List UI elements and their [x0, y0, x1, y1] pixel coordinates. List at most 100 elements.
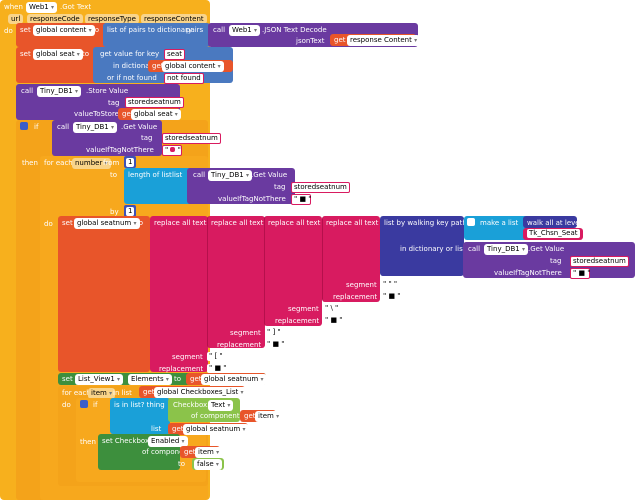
- set-label: set: [62, 375, 73, 383]
- tinydb-dropdown[interactable]: Tiny_DB1 ▾: [37, 86, 81, 97]
- pairs-to-dict[interactable]: [103, 23, 210, 47]
- elements-dropdown[interactable]: Elements ▾: [128, 374, 172, 385]
- replace-all-2[interactable]: [207, 216, 265, 348]
- web1-dropdown[interactable]: Web1 ▾: [229, 25, 260, 36]
- replace-label: replace all text: [268, 219, 321, 227]
- var-global-content[interactable]: global content ▾: [33, 25, 95, 36]
- not-found-label: or if not found: [107, 74, 157, 82]
- tinydb-dropdown[interactable]: Tiny_DB1 ▾: [208, 170, 252, 181]
- to-label: to: [110, 171, 118, 179]
- tag-string[interactable]: storedseatnum: [162, 133, 221, 144]
- global-seatnum-dropdown[interactable]: global seatnum ▾: [201, 374, 267, 385]
- length-of-list[interactable]: [124, 168, 194, 204]
- tag-string[interactable]: storedseatnum: [291, 182, 350, 193]
- get-label: get: [334, 36, 346, 44]
- get-value-method: .Get Value: [528, 245, 565, 253]
- vnt-label: valueIfTagNotThere: [494, 269, 562, 277]
- number-var[interactable]: number ▾: [72, 158, 111, 169]
- get-label: get: [172, 425, 184, 433]
- call-label: call: [21, 87, 34, 95]
- call-label: call: [468, 245, 481, 253]
- global-seatnum-dropdown[interactable]: global seatnum ▾: [74, 218, 140, 229]
- to-label: to: [178, 460, 186, 468]
- param-response-type[interactable]: responseType: [85, 14, 139, 24]
- if-gear-icon[interactable]: [20, 122, 28, 130]
- tag-string[interactable]: storedseatnum: [125, 97, 184, 108]
- if-label: if: [93, 401, 98, 409]
- response-content-dropdown[interactable]: response Content ▾: [347, 35, 421, 46]
- to-label: to: [136, 219, 144, 227]
- enabled-dropdown[interactable]: Enabled ▾: [148, 436, 188, 447]
- tinydb-dropdown[interactable]: Tiny_DB1 ▾: [484, 244, 528, 255]
- false-dropdown[interactable]: false ▾: [194, 459, 222, 470]
- is-in-list-label: is in list? thing: [114, 401, 165, 409]
- get-label: get: [190, 375, 202, 383]
- get-label: get: [244, 412, 256, 420]
- is-in-list[interactable]: [110, 398, 170, 434]
- segment-quote[interactable]: " " ": [381, 280, 401, 289]
- make-list-label: make a list: [480, 219, 519, 227]
- key-string[interactable]: Tk_Chsn_Seat: [527, 229, 580, 238]
- replace-label: replace all text: [326, 219, 379, 227]
- inner-if-gear-icon[interactable]: [80, 400, 88, 408]
- in-dict-label: in dictionary: [113, 62, 157, 70]
- in-list-label: in list: [113, 389, 132, 397]
- replace-all-4[interactable]: [322, 216, 380, 302]
- from-value[interactable]: 1: [126, 158, 135, 167]
- item-var[interactable]: item ▾: [88, 388, 116, 399]
- from-label: from: [103, 159, 120, 167]
- key-seat[interactable]: seat: [164, 49, 185, 60]
- tag-string[interactable]: storedseatnum: [570, 256, 629, 267]
- replacement-label-4: replacement: [333, 293, 378, 301]
- vnt-label: valueIfTagNotThere: [86, 146, 154, 154]
- in-dict-label: in dictionary or list: [400, 245, 466, 253]
- to-label: to: [174, 375, 182, 383]
- replacement-empty[interactable]: " ■ ": [381, 292, 401, 301]
- get-label: get: [184, 448, 196, 456]
- listview-dropdown[interactable]: List_View1 ▾: [75, 374, 124, 385]
- text-prop-dropdown[interactable]: Text ▾: [208, 400, 234, 411]
- json-text-label: jsonText: [296, 37, 325, 45]
- if-label: if: [34, 123, 39, 131]
- set-label: set: [20, 26, 31, 34]
- global-seatnum-dropdown[interactable]: global seatnum ▾: [183, 424, 249, 435]
- tinydb-dropdown[interactable]: Tiny_DB1 ▾: [73, 122, 117, 133]
- by-value[interactable]: 1: [126, 207, 135, 216]
- global-seat-dropdown[interactable]: global seat ▾: [131, 109, 181, 120]
- set-global-seatnum[interactable]: [58, 216, 150, 372]
- walk-all-block[interactable]: [523, 216, 577, 228]
- param-response-content[interactable]: responseContent: [141, 14, 207, 24]
- walk-label: list by walking key path: [384, 219, 467, 227]
- global-content-dropdown[interactable]: global content ▾: [162, 61, 224, 72]
- event-component[interactable]: Web1 ▾: [26, 2, 57, 13]
- replacement-label-1: replacement: [159, 365, 204, 373]
- make-list-gear-icon[interactable]: [467, 218, 475, 226]
- empty-string[interactable]: " ■ ": [570, 268, 591, 279]
- do-label: do: [62, 401, 71, 409]
- set-label: set: [20, 50, 31, 58]
- get-label: get: [152, 62, 164, 70]
- not-found-string[interactable]: not found: [164, 73, 204, 84]
- walk-key-path[interactable]: [380, 216, 464, 276]
- segment-open-bracket[interactable]: " [ ": [207, 352, 227, 361]
- var-global-seat[interactable]: global seat ▾: [33, 49, 83, 60]
- get-value-func: get value for key: [100, 50, 160, 58]
- list-label: list: [172, 171, 183, 179]
- then-label: then: [80, 438, 96, 446]
- empty-string[interactable]: " ■ ": [291, 194, 312, 205]
- empty-string[interactable]: " ": [162, 145, 182, 156]
- param-response-code[interactable]: responseCode: [27, 14, 83, 24]
- replace-all-1[interactable]: [150, 216, 208, 372]
- replace-all-3[interactable]: [264, 216, 322, 326]
- replacement-empty[interactable]: " ■ ": [323, 316, 343, 325]
- param-url[interactable]: url: [8, 14, 24, 24]
- item-dropdown[interactable]: item ▾: [195, 447, 223, 458]
- replacement-empty[interactable]: " ■ ": [265, 340, 285, 349]
- by-label: by: [110, 208, 119, 216]
- get-value-method: .Get Value: [251, 171, 288, 179]
- segment-close-bracket[interactable]: " ] ": [265, 328, 285, 337]
- checkboxes-list-dropdown[interactable]: global Checkboxes_List ▾: [154, 387, 247, 398]
- replacement-empty[interactable]: " ■ ": [207, 364, 227, 373]
- item-dropdown[interactable]: item ▾: [255, 411, 283, 422]
- segment-backslash[interactable]: " \ ": [323, 304, 343, 313]
